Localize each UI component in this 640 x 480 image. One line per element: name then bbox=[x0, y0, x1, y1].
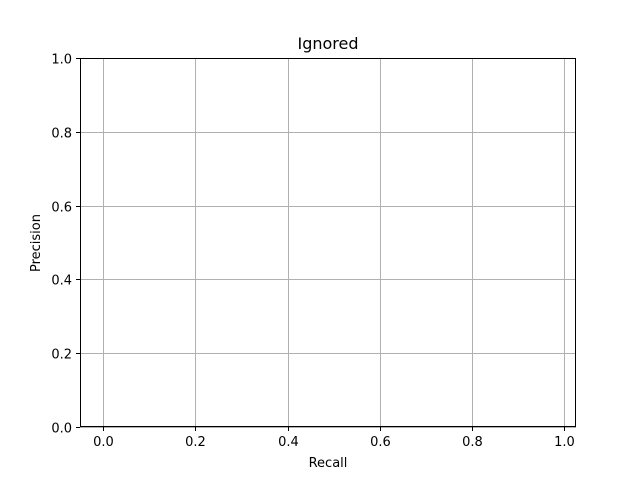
y-tick-label: 0.2 bbox=[51, 348, 72, 363]
y-axis-ticks: 0.0 0.2 0.4 0.6 0.8 1.0 bbox=[51, 53, 80, 437]
plot-area bbox=[80, 58, 576, 428]
x-tick-label: 0.6 bbox=[370, 435, 391, 450]
y-tick-label: 0.8 bbox=[51, 127, 72, 142]
x-grid-lines bbox=[103, 58, 565, 427]
x-axis-ticks: 0.0 0.2 0.4 0.6 0.8 1.0 bbox=[93, 427, 575, 450]
x-tick-label: 0.2 bbox=[185, 435, 206, 450]
x-tick-label: 1.0 bbox=[554, 435, 575, 450]
y-axis-label: Precision bbox=[29, 214, 44, 272]
y-tick-label: 1.0 bbox=[51, 53, 72, 68]
x-tick-label: 0.4 bbox=[278, 435, 299, 450]
chart-title: Ignored bbox=[297, 34, 358, 53]
axes-background bbox=[80, 58, 576, 427]
x-axis-label: Recall bbox=[309, 456, 348, 471]
y-tick-label: 0.6 bbox=[51, 201, 72, 216]
x-tick-label: 0.0 bbox=[93, 435, 114, 450]
x-tick-label: 0.8 bbox=[462, 435, 483, 450]
axes-frame bbox=[80, 58, 576, 427]
y-tick-label: 0.0 bbox=[51, 422, 72, 437]
y-tick-label: 0.4 bbox=[51, 274, 72, 289]
